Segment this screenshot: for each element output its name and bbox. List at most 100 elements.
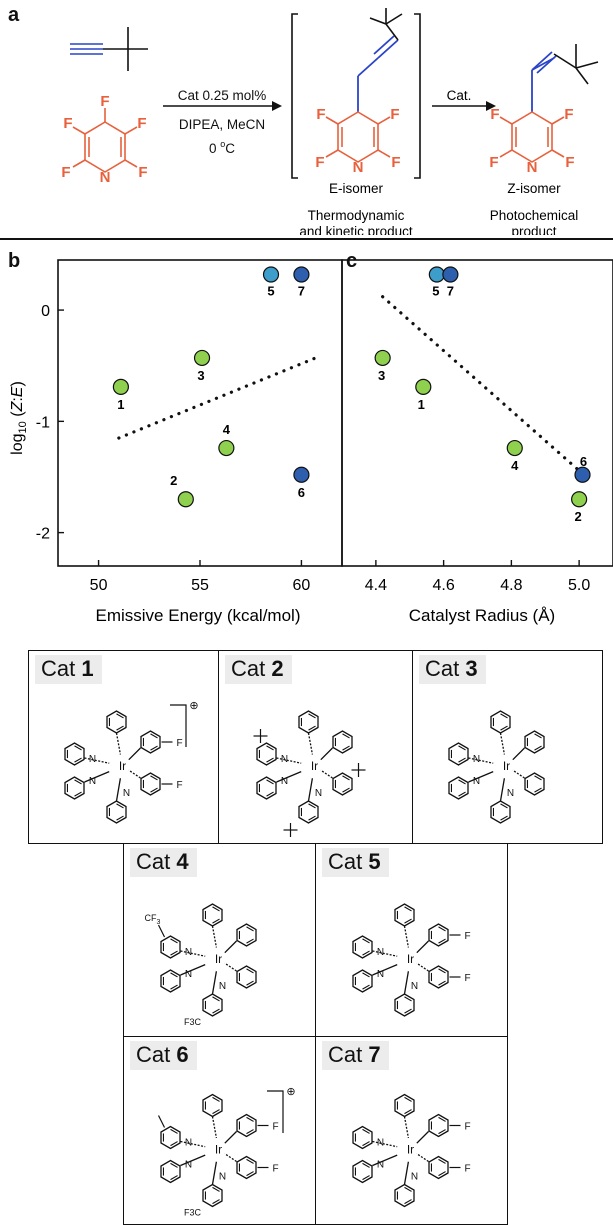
svg-text:N: N: [185, 1160, 192, 1171]
condition-solvent: DIPEA, MeCN: [179, 117, 265, 132]
svg-text:F: F: [177, 738, 183, 749]
catalyst-box-5: Cat 5 Ir N N N F F: [315, 843, 508, 1037]
svg-text:CF3: CF3: [145, 913, 161, 926]
data-label-6: 6: [580, 454, 587, 469]
svg-text:Ir: Ir: [119, 759, 126, 773]
y-tick-label: -1: [36, 414, 50, 431]
data-point-2: [177, 491, 194, 508]
data-point-1: [112, 378, 129, 395]
atom-f: F: [391, 154, 400, 171]
data-point-6: [293, 466, 310, 483]
svg-text:N: N: [473, 754, 480, 765]
svg-text:F: F: [465, 973, 471, 984]
atom-f: F: [61, 164, 70, 181]
e-isomer-desc-1: Thermodynamic: [308, 208, 405, 223]
atom-f: F: [100, 93, 109, 110]
atom-f: F: [564, 106, 573, 123]
condition-catalyst: Cat 0.25 mol%: [178, 88, 267, 103]
svg-text:N: N: [411, 981, 418, 992]
x-tick-label: 4.6: [433, 577, 455, 594]
svg-text:F: F: [465, 1164, 471, 1175]
svg-text:N: N: [89, 776, 96, 787]
y-tick-label: 0: [41, 303, 50, 320]
svg-text:Ir: Ir: [311, 759, 318, 773]
svg-text:F: F: [273, 1122, 279, 1133]
panel-label-a: a: [8, 4, 20, 26]
isomerization-catalyst: Cat.: [447, 88, 472, 103]
data-label-2: 2: [170, 473, 177, 488]
data-point-2: [571, 491, 588, 508]
panel-label-b: b: [8, 250, 21, 272]
catalyst-title: Cat 1: [35, 655, 102, 684]
plot-frame: [341, 259, 613, 567]
catalyst-title: Cat 2: [225, 655, 292, 684]
svg-text:N: N: [377, 1160, 384, 1171]
svg-text:N: N: [219, 1172, 226, 1183]
data-point-5: [262, 266, 280, 283]
svg-text:N: N: [377, 1138, 384, 1149]
pentafluoropyridine-structure: [72, 108, 138, 173]
data-point-3: [193, 349, 211, 367]
plot-b: 50 55 60 0 -1 -2 1 2 3 4 5 6 7: [36, 259, 343, 594]
scatter-plots: log10 (Z:E) Emissive Energy (kcal/mol) C…: [9, 259, 613, 625]
svg-text:N: N: [219, 981, 226, 992]
catalyst-box-3: Cat 3 Ir N N N: [412, 650, 603, 844]
data-label-3: 3: [378, 368, 385, 383]
svg-text:Ir: Ir: [407, 1143, 414, 1157]
e-isomer-desc-2: and kinetic product: [299, 224, 413, 235]
svg-text:N: N: [281, 776, 288, 787]
svg-text:F: F: [465, 931, 471, 942]
e-isomer-structure: F F F F N: [315, 8, 403, 176]
svg-text:Ir: Ir: [503, 759, 510, 773]
svg-text:F: F: [177, 780, 183, 791]
data-label-4: 4: [223, 422, 231, 437]
svg-text:N: N: [473, 776, 480, 787]
atom-f: F: [489, 154, 498, 171]
svg-text:N: N: [185, 1138, 192, 1149]
svg-text:N: N: [507, 788, 514, 799]
data-label-1: 1: [117, 397, 124, 412]
z-isomer-label: Z-isomer: [507, 181, 561, 196]
atom-f: F: [390, 106, 399, 123]
data-label-3: 3: [197, 368, 204, 383]
alkyne-structure: [70, 27, 148, 71]
atom-f: F: [137, 115, 146, 132]
svg-text:N: N: [411, 1172, 418, 1183]
svg-text:N: N: [185, 947, 192, 958]
data-point-4: [218, 439, 235, 457]
atom-f: F: [138, 164, 147, 181]
data-label-6: 6: [298, 485, 305, 500]
condition-temperature: 0 oC: [209, 139, 235, 156]
z-isomer-structure: F F F F N: [489, 44, 599, 176]
svg-text:N: N: [123, 788, 130, 799]
catalyst-title: Cat 3: [419, 655, 486, 684]
atom-n: N: [353, 159, 364, 176]
left-bracket: [291, 13, 298, 179]
data-point-7: [293, 266, 310, 283]
z-isomer-desc-2: product: [511, 224, 556, 235]
x-tick-label: 4.4: [365, 577, 387, 594]
svg-text:Ir: Ir: [407, 952, 414, 966]
svg-text:⊕: ⊕: [189, 700, 198, 712]
atom-f: F: [490, 106, 499, 123]
svg-text:F3C: F3C: [184, 1208, 202, 1218]
data-label-5: 5: [267, 283, 274, 298]
x-axis-label-b: Emissive Energy (kcal/mol): [96, 606, 301, 625]
atom-f: F: [565, 154, 574, 171]
atom-f: F: [316, 106, 325, 123]
svg-text:N: N: [377, 969, 384, 980]
svg-text:Ir: Ir: [215, 952, 222, 966]
catalyst-box-6: Cat 6 Ir N N N F F F3C ⊕: [123, 1036, 316, 1225]
catalyst-box-7: Cat 7 Ir N N N F F: [315, 1036, 508, 1225]
x-axis-label-c: Catalyst Radius (Å): [409, 606, 555, 625]
data-point-7: [442, 266, 459, 283]
x-tick-label: 5.0: [568, 577, 590, 594]
data-label-1: 1: [418, 397, 425, 412]
svg-text:N: N: [185, 969, 192, 980]
data-point-5: [428, 266, 445, 283]
